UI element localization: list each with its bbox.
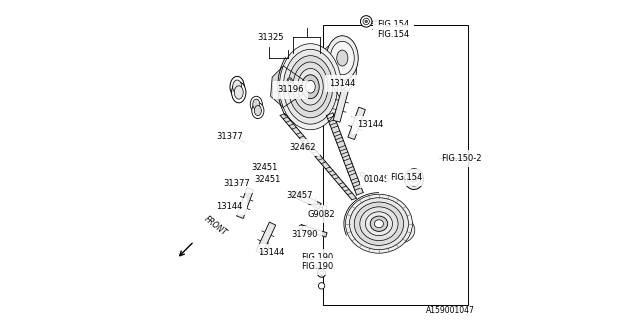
Ellipse shape (252, 103, 264, 119)
Ellipse shape (299, 225, 303, 229)
Text: 31790: 31790 (291, 230, 318, 239)
Ellipse shape (289, 79, 291, 82)
Ellipse shape (365, 20, 367, 23)
Polygon shape (348, 107, 365, 140)
Ellipse shape (360, 172, 364, 176)
Ellipse shape (319, 283, 324, 289)
Text: 32457: 32457 (287, 190, 313, 200)
Text: 13144: 13144 (216, 202, 243, 211)
Ellipse shape (360, 16, 372, 27)
Ellipse shape (349, 198, 408, 250)
Ellipse shape (317, 269, 326, 277)
Ellipse shape (280, 44, 342, 130)
Ellipse shape (230, 76, 244, 97)
Ellipse shape (326, 53, 349, 85)
Text: 31196: 31196 (277, 85, 303, 94)
Polygon shape (237, 188, 253, 219)
Text: 13144: 13144 (356, 120, 383, 130)
Ellipse shape (253, 99, 260, 109)
Ellipse shape (301, 75, 319, 99)
Ellipse shape (288, 56, 333, 118)
Text: 31377: 31377 (216, 132, 243, 140)
Ellipse shape (331, 60, 344, 78)
Polygon shape (300, 225, 327, 237)
Ellipse shape (254, 106, 261, 116)
Text: 0104S: 0104S (364, 175, 390, 184)
Ellipse shape (234, 86, 243, 99)
Ellipse shape (374, 220, 383, 228)
Ellipse shape (363, 18, 369, 25)
Ellipse shape (323, 205, 327, 210)
Ellipse shape (365, 212, 392, 236)
Text: 32462: 32462 (290, 143, 316, 152)
Text: FIG.154: FIG.154 (378, 30, 410, 39)
Ellipse shape (370, 216, 388, 231)
Ellipse shape (250, 96, 262, 112)
Ellipse shape (326, 36, 358, 80)
Text: FIG.154: FIG.154 (390, 173, 422, 182)
Ellipse shape (232, 82, 246, 103)
Text: FIG.190: FIG.190 (301, 262, 333, 271)
Ellipse shape (330, 41, 355, 75)
Ellipse shape (298, 68, 323, 105)
Polygon shape (333, 90, 348, 122)
Text: G9082: G9082 (307, 210, 335, 219)
Ellipse shape (233, 80, 242, 93)
Ellipse shape (355, 202, 404, 245)
Text: 31325: 31325 (257, 33, 284, 42)
Ellipse shape (287, 78, 292, 83)
Polygon shape (326, 113, 363, 195)
Ellipse shape (411, 176, 417, 182)
Ellipse shape (408, 172, 420, 186)
Ellipse shape (337, 50, 348, 66)
Ellipse shape (360, 207, 398, 241)
Ellipse shape (388, 220, 411, 240)
Text: FRONT: FRONT (202, 215, 228, 238)
Ellipse shape (320, 271, 323, 275)
Text: 32451: 32451 (252, 164, 278, 172)
Polygon shape (280, 114, 356, 200)
Bar (323, 25, 468, 305)
Polygon shape (271, 66, 304, 108)
Text: 13144: 13144 (258, 248, 284, 257)
Ellipse shape (319, 43, 356, 95)
Ellipse shape (323, 48, 353, 91)
Text: FIG.150-2: FIG.150-2 (441, 154, 481, 163)
Ellipse shape (346, 194, 412, 253)
Ellipse shape (404, 169, 424, 189)
Text: A159001047: A159001047 (426, 306, 474, 315)
Polygon shape (256, 222, 276, 254)
Ellipse shape (385, 217, 415, 243)
Text: FIG.154: FIG.154 (378, 20, 410, 29)
Ellipse shape (394, 225, 406, 236)
Ellipse shape (293, 62, 328, 111)
Text: 13144: 13144 (330, 79, 356, 88)
Ellipse shape (306, 80, 316, 93)
Text: FIG.190: FIG.190 (301, 253, 333, 262)
Polygon shape (292, 191, 321, 209)
Ellipse shape (284, 49, 337, 124)
Text: 31377: 31377 (223, 180, 250, 188)
Text: 32451: 32451 (255, 175, 281, 184)
